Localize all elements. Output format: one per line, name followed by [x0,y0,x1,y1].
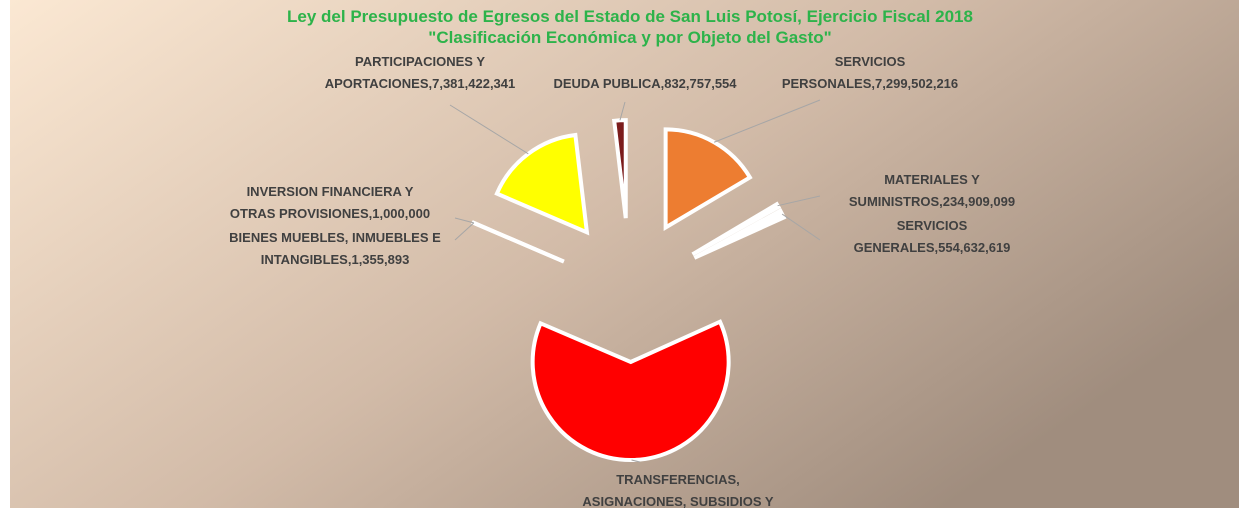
chart-subtitle: "Clasificación Económica y por Objeto de… [428,28,831,47]
leader-line [619,101,626,121]
leader-line [777,195,821,207]
leader-line [631,459,641,463]
data-label: GENERALES,554,632,619 [854,240,1011,255]
data-labels: SERVICIOS PERSONALES,7,299,502,216 MATERIA… [229,54,1015,509]
data-label: INTANGIBLES,1,355,893 [261,252,410,267]
data-label: TRANSFERENCIAS, [616,472,740,487]
data-label: MATERIALES Y [884,172,980,187]
data-label: PARTICIPACIONES Y [355,54,485,69]
data-label: APORTACIONES,7,381,422,341 [325,76,516,91]
leader-line [713,99,821,143]
data-label: ASIGNACIONES, SUBSIDIOS Y [582,494,774,509]
leader-line [449,104,529,155]
pie-slice [663,127,753,231]
data-label: BIENES MUEBLES, INMUEBLES E [229,230,441,245]
data-label: SERVICIOS [897,218,968,233]
chart-title: Ley del Presupuesto de Egresos del Estad… [287,7,973,26]
data-label: DEUDA PUBLICA,832,757,554 [553,76,737,91]
data-label: INVERSION FINANCIERA Y [247,184,414,199]
data-label: OTRAS PROVISIONES,1,000,000 [230,206,430,221]
leader-line [781,213,821,241]
pie-slice [494,132,590,236]
leader-line [454,217,474,224]
pie-slice [691,201,782,257]
data-label: PERSONALES,7,299,502,216 [782,76,958,91]
data-label: SERVICIOS [835,54,906,69]
leader-line [454,222,475,241]
data-label: SUMINISTROS,234,909,099 [849,194,1015,209]
